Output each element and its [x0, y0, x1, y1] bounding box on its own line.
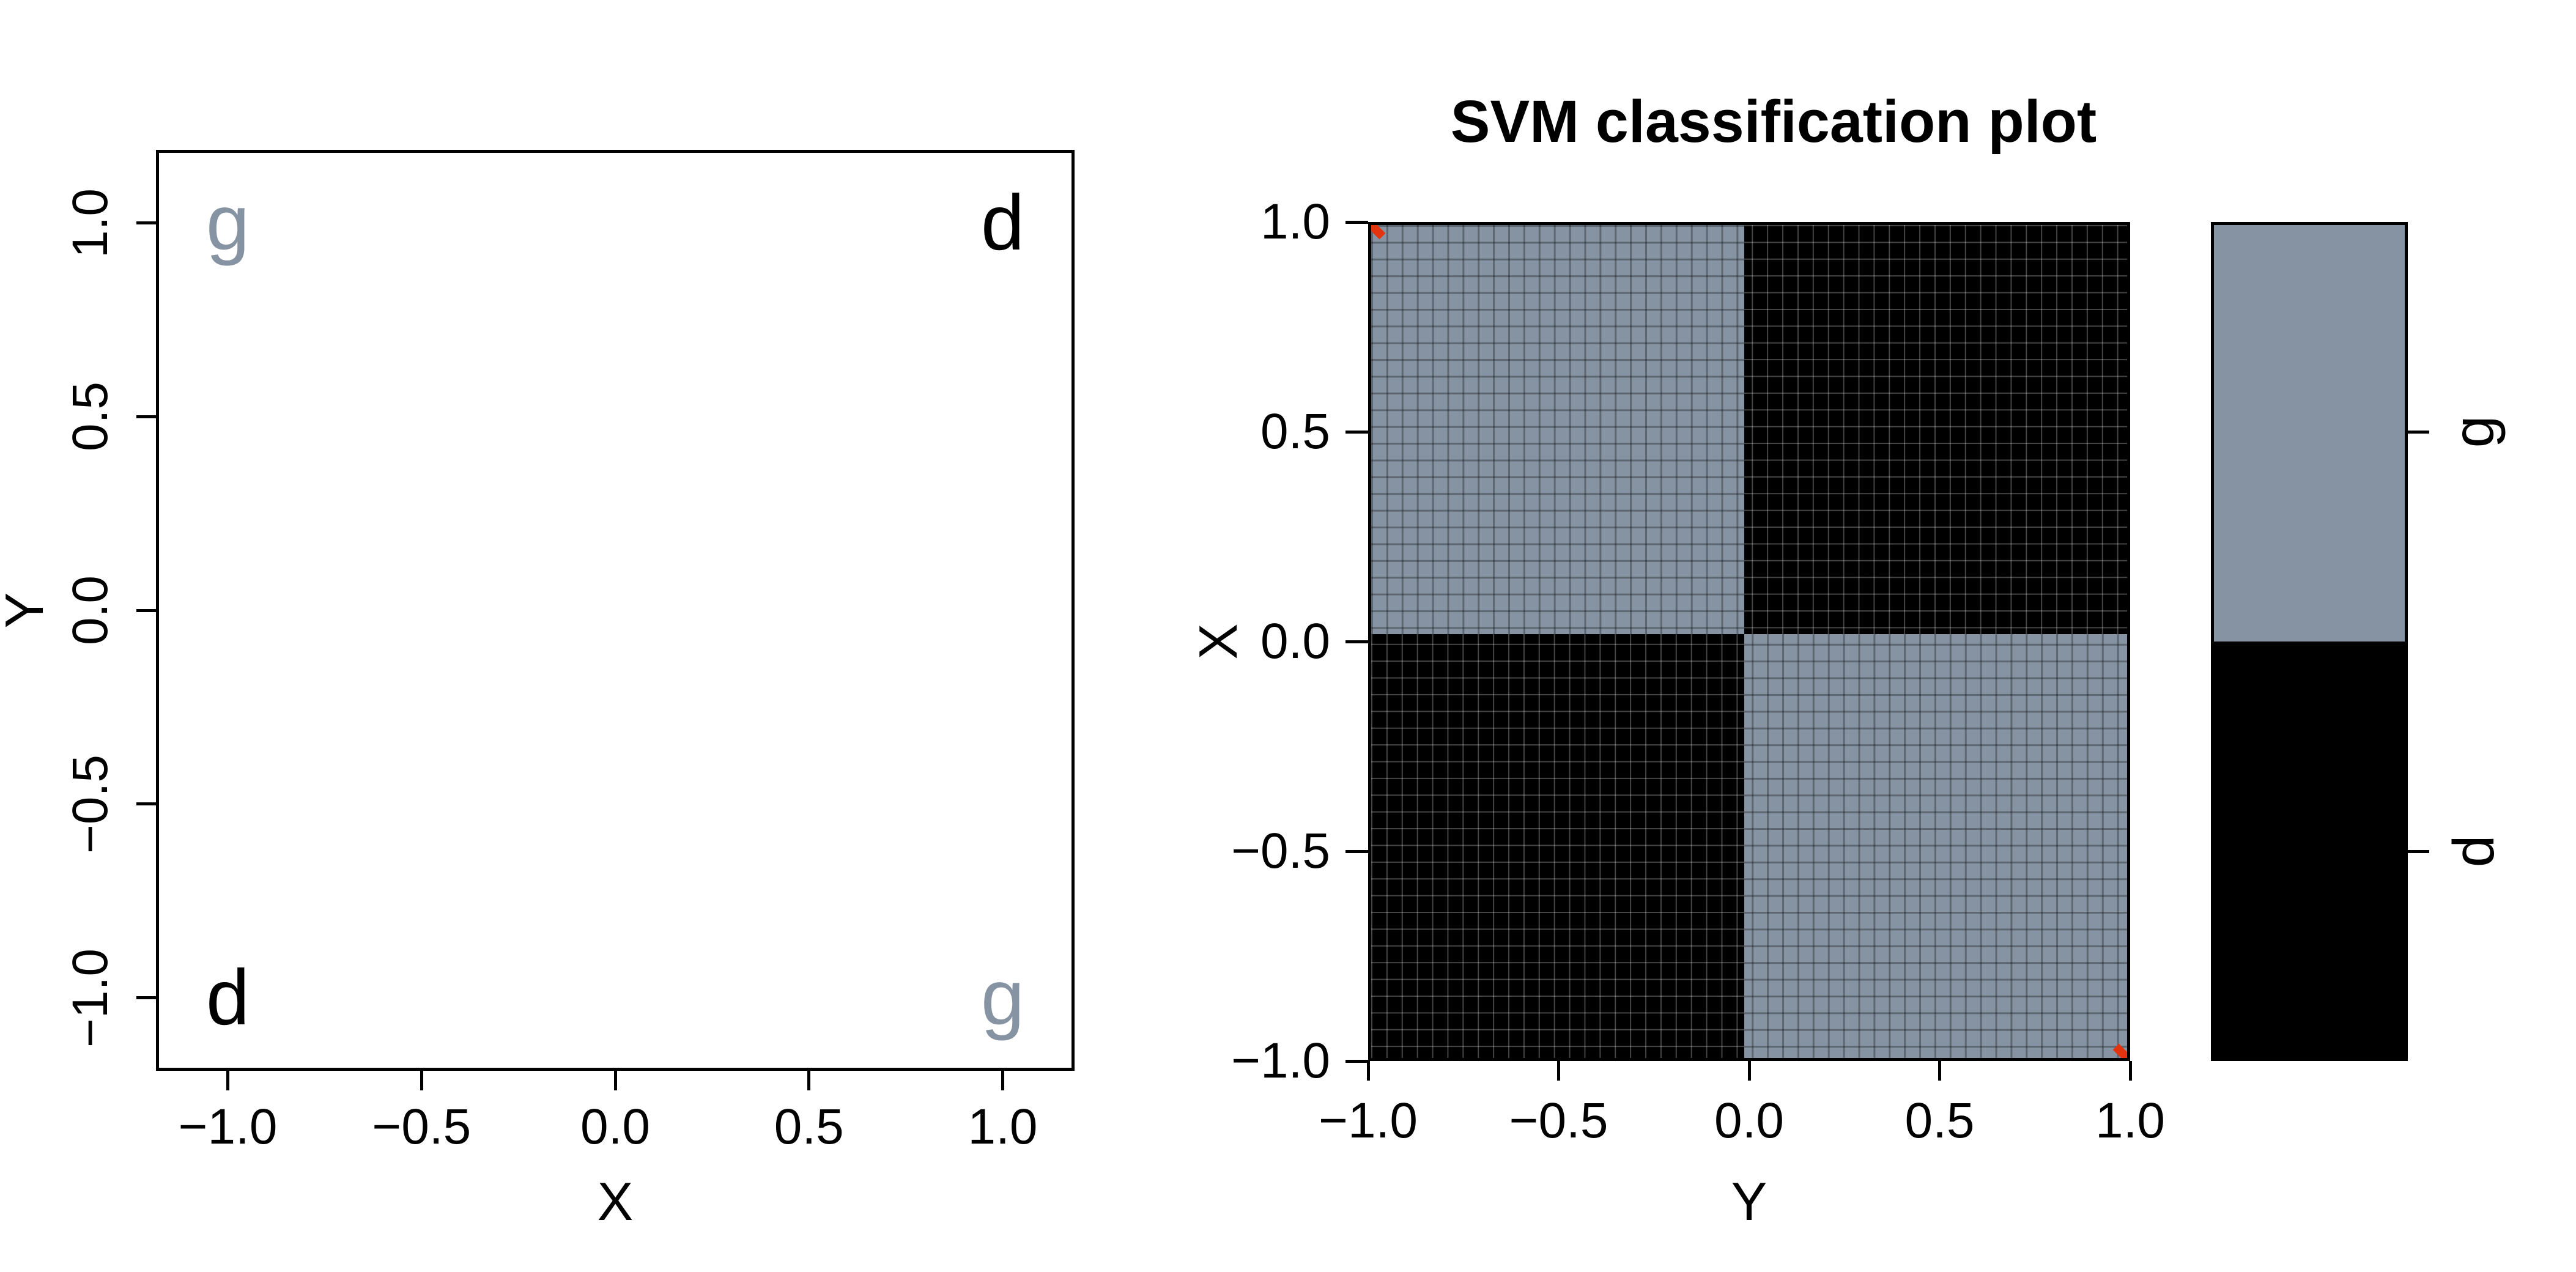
- scatter-y-tick-label: 0.5: [62, 382, 118, 452]
- scatter-x-tick-label: −0.5: [372, 1099, 472, 1155]
- svm-x-axis-title-text: Y: [1731, 1171, 1767, 1232]
- svm-y-tick-mark: [1345, 640, 1368, 643]
- scatter-plot-box: [156, 150, 1075, 1071]
- scatter-y-tick-label: −0.5: [62, 754, 118, 854]
- scatter-x-tick-label: 1.0: [968, 1099, 1038, 1155]
- svm-y-tick-label: −0.5: [1231, 823, 1330, 879]
- svm-x-tick-mark: [1938, 1061, 1941, 1081]
- svm-y-tick-mark: [1345, 220, 1368, 224]
- scatter-point-d: d: [205, 953, 250, 1041]
- scatter-y-tick-mark: [136, 608, 156, 612]
- scatter-y-tick-label: −1.0: [62, 948, 118, 1048]
- scatter-y-tick-mark: [136, 802, 156, 806]
- scatter-y-tick-mark: [136, 221, 156, 224]
- svm-plot-title: SVM classification plot: [1451, 92, 2097, 151]
- svm-y-tick-mark: [1345, 430, 1368, 434]
- legend-colorbar: [2211, 222, 2408, 1061]
- scatter-x-tick-mark: [1001, 1071, 1004, 1090]
- scatter-x-tick-mark: [226, 1071, 229, 1090]
- svm-x-axis-title: Y: [1682, 1134, 1816, 1269]
- scatter-y-tick-mark: [136, 415, 156, 418]
- support-vector-marker: [2112, 1043, 2127, 1058]
- scatter-x-tick-mark: [613, 1071, 617, 1090]
- svm-x-tick-mark: [1747, 1061, 1751, 1081]
- scatter-x-axis-title: X: [548, 1134, 683, 1269]
- svm-x-tick-mark: [1557, 1061, 1560, 1081]
- legend-label-g: g: [2441, 415, 2506, 448]
- scatter-y-tick-mark: [136, 996, 156, 999]
- svm-heatmap: [1368, 222, 2130, 1061]
- legend-tick-mark: [2408, 430, 2429, 434]
- scatter-point-d: d: [980, 179, 1025, 267]
- legend-tick-mark: [2408, 849, 2429, 853]
- svm-x-tick-label: −1.0: [1319, 1093, 1418, 1148]
- svm-region-bottom-left: [1371, 634, 1744, 1058]
- svm-region-top-right: [1744, 225, 2127, 634]
- svm-plot-title-text: SVM classification plot: [1450, 88, 2097, 155]
- svm-y-tick-label: 1.0: [1260, 194, 1330, 250]
- svm-y-tick-mark: [1345, 849, 1368, 853]
- svm-y-tick-label: 0.5: [1260, 404, 1330, 459]
- scatter-point-g: g: [205, 179, 250, 267]
- svm-region-bottom-right: [1744, 634, 2127, 1058]
- scatter-x-tick-label: 0.0: [580, 1099, 650, 1155]
- legend-label-d: d: [2441, 835, 2506, 868]
- svm-x-tick-label: −0.5: [1509, 1093, 1608, 1148]
- svm-x-tick-label: 1.0: [2095, 1093, 2165, 1148]
- scatter-y-tick-label: 1.0: [62, 188, 118, 258]
- scatter-x-tick-mark: [807, 1071, 811, 1090]
- svm-x-tick-mark: [2128, 1061, 2132, 1081]
- scatter-y-tick-label: 0.0: [62, 575, 118, 645]
- scatter-x-axis-title-text: X: [597, 1171, 634, 1232]
- scatter-x-tick-label: −1.0: [178, 1099, 278, 1155]
- svm-y-tick-label: 0.0: [1260, 613, 1330, 669]
- svm-y-tick-label: −1.0: [1231, 1033, 1330, 1089]
- legend-swatch-g: [2214, 225, 2405, 642]
- scatter-x-tick-label: 0.5: [774, 1099, 844, 1155]
- scatter-point-g: g: [980, 953, 1025, 1041]
- svm-x-tick-label: 0.0: [1714, 1093, 1784, 1148]
- svm-x-tick-label: 0.5: [1904, 1093, 1975, 1148]
- legend-swatch-d: [2214, 642, 2405, 1058]
- svm-region-top-left: [1371, 225, 1744, 634]
- svm-x-tick-mark: [1366, 1061, 1370, 1081]
- svm-y-tick-mark: [1345, 1059, 1368, 1063]
- scatter-x-tick-mark: [420, 1071, 423, 1090]
